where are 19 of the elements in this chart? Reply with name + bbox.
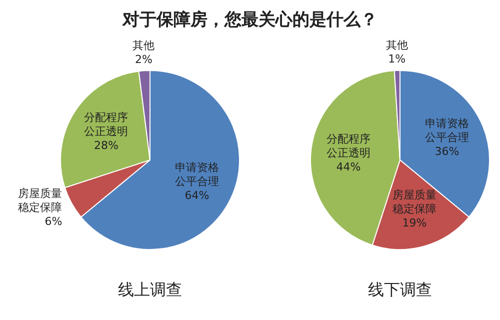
slice-label: 房屋质量稳定保障 [18,187,62,214]
slice-label: 房屋质量稳定保障 [392,188,436,216]
slice-label: 其他 [386,38,408,52]
text: 线下调查 [367,280,433,301]
data-label: 44% [336,160,361,174]
data-label: 28% [94,139,118,152]
chart-title: 对于保障房，您最关心的是什么？ [121,9,378,31]
slice-label: 申请资格公平合理 [424,116,469,144]
data-label: 1% [388,52,406,66]
slice-label: 分配程序公正透明 [326,132,370,160]
data-label: 64% [184,188,210,202]
slice-label: 申请资格公平合理 [174,160,219,188]
data-label: 2% [134,52,152,66]
data-label: 36% [434,144,460,158]
data-label: 6% [44,215,62,228]
slice-label: 分配程序公正透明 [84,111,128,138]
data-label: 19% [402,216,427,230]
text: 线上调查 [117,280,183,301]
slice-label: 其他 [132,38,155,52]
